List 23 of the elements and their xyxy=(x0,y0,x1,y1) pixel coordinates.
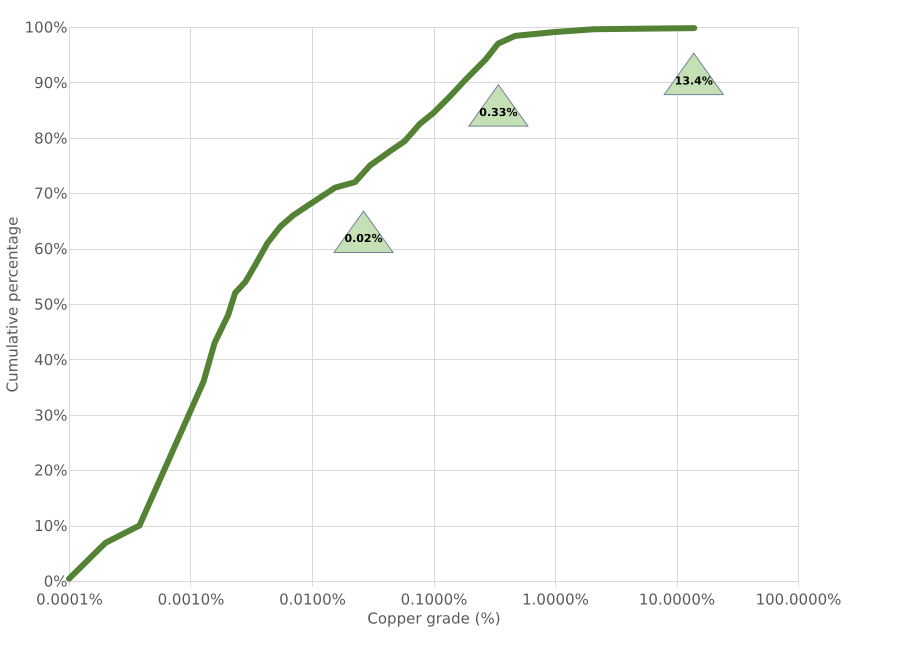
y-tick-label: 40% xyxy=(34,350,68,369)
x-tick-label: 0.0001% xyxy=(36,590,103,608)
x-axis-title: Copper grade (%) xyxy=(367,610,501,628)
x-tick-label: 0.1000% xyxy=(400,590,468,608)
annotation: 0.33% xyxy=(479,106,518,119)
y-tick-label: 30% xyxy=(34,406,68,424)
y-tick-label: 20% xyxy=(34,462,68,480)
y-tick-label: 100% xyxy=(24,18,68,36)
y-tick-label: 0% xyxy=(44,572,68,590)
y-tick-label: 80% xyxy=(34,129,68,148)
annotation: 13.4% xyxy=(674,74,713,88)
y-axis-title: Cumulative percentage xyxy=(4,216,22,392)
x-tick-label: 0.0010% xyxy=(158,590,224,608)
x-tick-label: 1.0000% xyxy=(522,590,589,608)
y-tick-label: 70% xyxy=(34,184,68,203)
x-tick-label: 100.0000% xyxy=(756,590,842,608)
annotation: 0.02% xyxy=(344,232,383,246)
x-tick-label: 10.0000% xyxy=(638,590,716,608)
x-tick-label: 0.0100% xyxy=(279,590,346,608)
y-tick-label: 90% xyxy=(34,74,68,92)
y-tick-label: 10% xyxy=(34,517,68,536)
y-tick-label: 50% xyxy=(34,296,68,314)
y-tick-label: 60% xyxy=(34,240,68,258)
